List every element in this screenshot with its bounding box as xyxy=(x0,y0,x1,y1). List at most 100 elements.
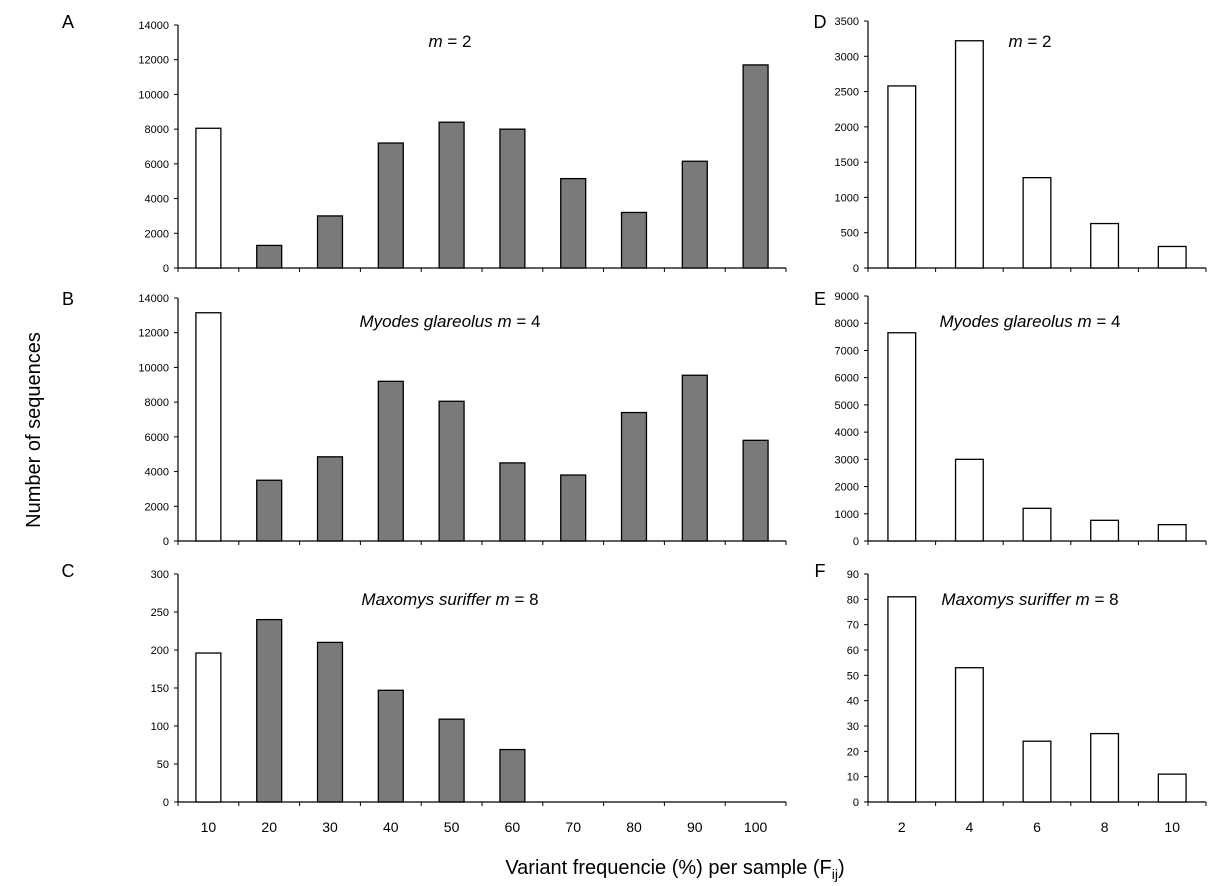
x-tick-label-c: 50 xyxy=(444,819,460,835)
panel-title-italic: m xyxy=(1008,32,1022,51)
y-tick-label-f: 30 xyxy=(847,721,859,733)
x-tick-label-f: 6 xyxy=(1033,819,1041,835)
panel-title-rest: = 4 xyxy=(1092,312,1121,331)
y-axis-title: Number of sequences xyxy=(23,332,45,528)
panel-title-c: Maxomys suriffer m = 8 xyxy=(361,590,538,609)
panel-title-italic: Maxomys suriffer m xyxy=(361,590,509,609)
bar-d-4 xyxy=(954,40,984,269)
panel-title-italic: Maxomys suriffer m xyxy=(941,590,1089,609)
x-tick-label-c: 10 xyxy=(201,819,217,835)
bar-a-60 xyxy=(499,128,526,269)
bar-b-70 xyxy=(560,474,587,542)
y-tick-label-f: 40 xyxy=(847,696,859,708)
y-tick-label-e: 3000 xyxy=(835,454,859,466)
bar-d-6 xyxy=(1022,177,1052,269)
bar-a-20 xyxy=(256,244,283,269)
panel-e: E Myodes glareolus m = 4 0 1000 2000 3000 4000… xyxy=(814,289,1207,548)
y-tick-label-a: 2000 xyxy=(145,228,169,240)
y-tick-label-b: 10000 xyxy=(138,362,169,374)
panel-title-d: m = 2 xyxy=(1008,32,1051,51)
bar-f-4 xyxy=(954,667,984,803)
y-tick-label-b: 0 xyxy=(163,536,169,548)
bar-d-10 xyxy=(1157,245,1187,269)
y-tick-label-f: 50 xyxy=(847,670,859,682)
x-tick-label-c: 60 xyxy=(505,819,521,835)
panel-title-rest: = 8 xyxy=(1090,590,1119,609)
bar-c-20 xyxy=(256,618,283,803)
x-axis-title-subscript: ij xyxy=(832,866,838,882)
y-tick-label-c: 50 xyxy=(157,759,169,771)
y-tick-label-d: 500 xyxy=(841,228,859,240)
x-tick-label-c: 70 xyxy=(565,819,581,835)
y-tick-label-d: 1000 xyxy=(835,192,859,204)
y-tick-label-b: 8000 xyxy=(145,397,169,409)
bar-b-40 xyxy=(377,380,404,542)
y-tick-label-d: 0 xyxy=(853,263,859,275)
panel-title-b: Myodes glareolus m = 4 xyxy=(360,312,541,331)
y-tick-label-b: 12000 xyxy=(138,328,169,340)
y-tick-label-f: 10 xyxy=(847,772,859,784)
y-tick-label-a: 6000 xyxy=(145,159,169,171)
chart-panels: Am = 202000400060008000100001200014000BM… xyxy=(62,12,1207,835)
x-tick-label-f: 2 xyxy=(898,819,906,835)
y-tick-label-f: 20 xyxy=(847,746,859,758)
panel-title-rest: = 2 xyxy=(1023,32,1052,51)
bar-a-40 xyxy=(377,142,404,269)
x-tick-label-f: 10 xyxy=(1164,819,1180,835)
panel-title-italic: m xyxy=(428,32,442,51)
bar-e-10 xyxy=(1157,524,1187,542)
bar-b-60 xyxy=(499,462,526,542)
bar-b-100 xyxy=(742,439,769,542)
y-tick-label-a: 0 xyxy=(163,263,169,275)
x-tick-label-f: 8 xyxy=(1101,819,1109,835)
panel-title-rest: = 2 xyxy=(443,32,472,51)
y-tick-label-f: 60 xyxy=(847,645,859,657)
panel-title-f: Maxomys suriffer m = 8 xyxy=(941,590,1118,609)
bar-c-60 xyxy=(499,748,526,803)
bar-f-8 xyxy=(1090,732,1120,803)
y-tick-label-e: 8000 xyxy=(835,318,859,330)
y-tick-label-e: 7000 xyxy=(835,345,859,357)
panel-letter-f: F xyxy=(815,561,826,581)
y-tick-label-b: 4000 xyxy=(145,467,169,479)
x-tick-label-c: 100 xyxy=(744,819,768,835)
bar-c-40 xyxy=(377,689,404,803)
y-tick-label-e: 9000 xyxy=(835,291,859,303)
bar-e-6 xyxy=(1022,507,1052,542)
bar-b-10 xyxy=(195,312,222,542)
y-tick-label-b: 2000 xyxy=(145,501,169,513)
bar-f-10 xyxy=(1157,773,1187,803)
panel-title-rest: = 8 xyxy=(510,590,539,609)
y-tick-label-a: 10000 xyxy=(138,89,169,101)
panel-letter-e: E xyxy=(814,289,826,309)
y-tick-label-e: 5000 xyxy=(835,400,859,412)
y-tick-label-a: 8000 xyxy=(145,124,169,136)
panel-letter-a: A xyxy=(62,12,74,32)
bar-a-70 xyxy=(560,177,587,269)
y-tick-label-e: 2000 xyxy=(835,482,859,494)
bar-a-30 xyxy=(316,215,344,269)
y-tick-label-c: 300 xyxy=(151,569,169,581)
y-tick-label-d: 2500 xyxy=(835,87,859,99)
bar-d-2 xyxy=(887,85,917,269)
y-tick-label-e: 4000 xyxy=(835,427,859,439)
x-tick-label-f: 4 xyxy=(966,819,974,835)
y-tick-label-a: 4000 xyxy=(145,194,169,206)
bar-f-6 xyxy=(1022,740,1052,803)
y-tick-label-d: 1500 xyxy=(835,157,859,169)
bar-b-50 xyxy=(438,400,465,542)
bar-c-30 xyxy=(316,641,344,803)
bar-b-30 xyxy=(316,456,344,542)
bar-c-50 xyxy=(438,718,465,803)
bar-b-80 xyxy=(620,411,648,542)
panel-d: Dm = 2 0 500 1000 1500 2000 2500 3000 3500 xyxy=(814,12,1207,275)
panel-title-a: m = 2 xyxy=(428,32,471,51)
panel-title-italic: Myodes glareolus m xyxy=(360,312,512,331)
y-tick-label-a: 14000 xyxy=(138,20,169,32)
panel-title-italic: Myodes glareolus m xyxy=(940,312,1092,331)
bar-a-80 xyxy=(620,211,648,269)
x-axis-title: Variant frequencie (%) per sample (Fij) xyxy=(505,857,844,882)
x-tick-label-c: 30 xyxy=(322,819,338,835)
bar-a-90 xyxy=(681,160,708,269)
y-tick-label-e: 0 xyxy=(853,536,859,548)
